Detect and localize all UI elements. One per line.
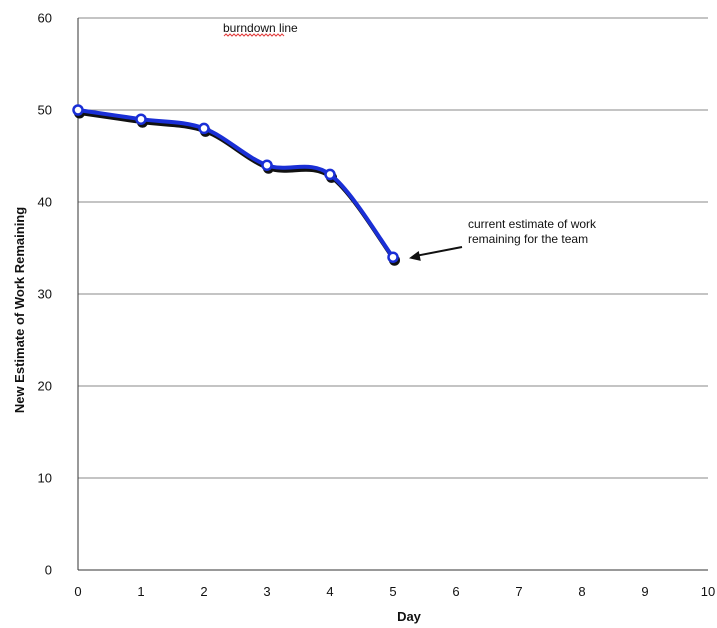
burndown-series-line bbox=[76, 108, 395, 260]
y-axis-title: New Estimate of Work Remaining bbox=[12, 207, 27, 413]
spellcheck-underline bbox=[223, 33, 285, 37]
y-tick-label: 50 bbox=[38, 103, 52, 118]
current-estimate-annotation-line1: current estimate of work bbox=[468, 217, 597, 231]
series-layer bbox=[72, 104, 400, 266]
data-point-marker bbox=[387, 251, 399, 263]
data-point-marker bbox=[198, 122, 210, 135]
x-tick-label: 6 bbox=[452, 584, 459, 599]
y-tick-label: 20 bbox=[38, 379, 52, 394]
y-tick-labels: 0 10 20 30 40 50 60 bbox=[38, 11, 52, 578]
series-line-shadow bbox=[77, 111, 397, 263]
data-point-marker bbox=[72, 104, 84, 116]
y-tick-label: 0 bbox=[45, 563, 52, 578]
series-shadow bbox=[74, 107, 400, 266]
gridlines bbox=[78, 17, 708, 479]
x-tick-labels: 0 1 2 3 4 5 6 7 8 9 10 bbox=[74, 584, 715, 599]
x-axis-title: Day bbox=[397, 609, 422, 624]
annotations: burndown line current estimate of work r… bbox=[223, 21, 597, 261]
x-tick-label: 1 bbox=[137, 584, 144, 599]
x-tick-label: 4 bbox=[326, 584, 333, 599]
data-point-marker bbox=[135, 113, 147, 125]
x-tick-label: 8 bbox=[578, 584, 585, 599]
annotation-arrowhead bbox=[409, 251, 421, 261]
current-estimate-annotation-line2: remaining for the team bbox=[468, 232, 588, 246]
x-tick-label: 0 bbox=[74, 584, 81, 599]
x-tick-label: 7 bbox=[515, 584, 522, 599]
y-tick-label: 30 bbox=[38, 287, 52, 302]
y-tick-label: 10 bbox=[38, 471, 52, 486]
burndown-line-annotation: burndown line bbox=[223, 21, 298, 35]
data-point-marker bbox=[324, 168, 336, 181]
x-tick-label: 3 bbox=[263, 584, 270, 599]
data-point-marker bbox=[261, 159, 273, 171]
x-tick-label: 5 bbox=[389, 584, 396, 599]
y-tick-label: 40 bbox=[38, 195, 52, 210]
x-tick-label: 10 bbox=[701, 584, 715, 599]
x-tick-label: 9 bbox=[641, 584, 648, 599]
y-tick-label: 60 bbox=[38, 11, 52, 26]
x-tick-label: 2 bbox=[200, 584, 207, 599]
annotation-arrow bbox=[416, 246, 463, 257]
